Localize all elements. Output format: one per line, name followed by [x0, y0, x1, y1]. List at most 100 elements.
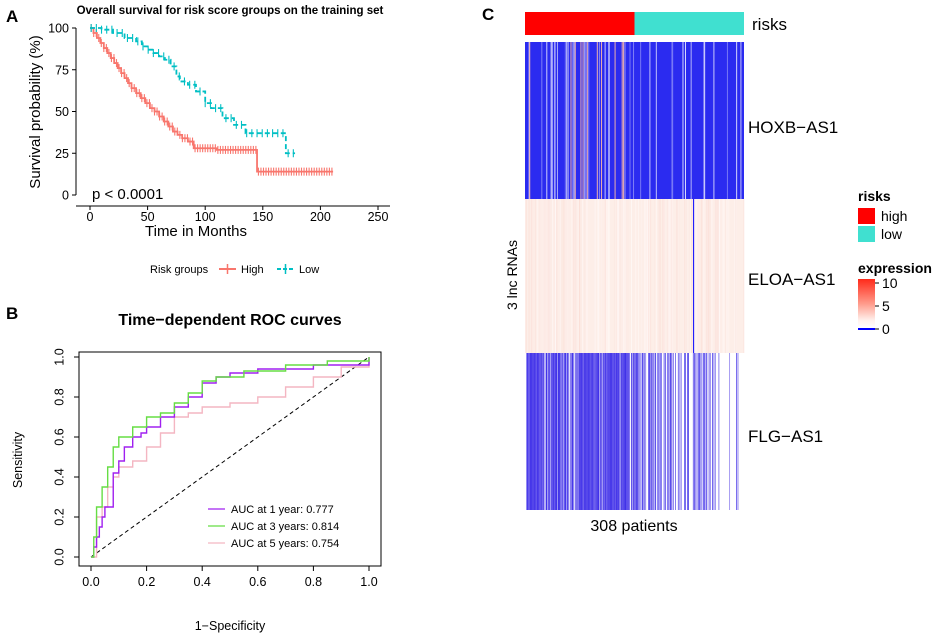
km-x-tick-label-50: 50: [141, 210, 155, 224]
heatmap-cell-flg-as1: [591, 353, 593, 510]
heatmap-cell-flg-as1: [597, 353, 599, 510]
roc-series: [91, 357, 370, 558]
heatmap-cell-hoxb-as1: [614, 42, 616, 199]
roc-legend: AUC at 1 year: 0.777 AUC at 3 years: 0.8…: [208, 504, 339, 550]
heatmap-cell-flg-as1: [671, 353, 673, 510]
heatmap-cell-flg-as1: [694, 353, 696, 510]
heatmap-cell-flg-as1: [697, 353, 699, 510]
heatmap-cell-flg-as1: [531, 353, 533, 510]
heatmap-cell-flg-as1: [623, 353, 625, 510]
heatmap-cell-hoxb-as1: [567, 42, 569, 199]
heatmap-cell-flg-as1: [557, 353, 559, 510]
km-pvalue: p < 0.0001: [92, 186, 163, 203]
heatmap-cell-eloa-as1: [545, 199, 547, 353]
heatmap-cell-flg-as1: [576, 353, 578, 510]
km-title: Overall survival for risk score groups o…: [77, 5, 384, 17]
heatmap-cell-flg-as1: [596, 353, 598, 510]
roc-x-tick-label-0.0: 0.0: [82, 575, 99, 589]
heatmap-cell-eloa-as1: [622, 199, 624, 353]
heatmap-cell-flg-as1: [624, 353, 626, 510]
heatmap-cell-flg-as1: [639, 353, 641, 510]
heatmap-cell-eloa-as1: [585, 199, 587, 353]
heatmap-cell-flg-as1: [545, 353, 547, 510]
heatmap-cell-flg-as1: [564, 353, 566, 510]
heatmap-cell-eloa-as1: [717, 199, 719, 353]
heatmap-cell-flg-as1: [571, 353, 573, 510]
heatmap-cell-flg-as1: [595, 353, 597, 510]
km-legend-title: Risk groups: [150, 264, 209, 276]
heatmap-cell-flg-as1: [692, 353, 694, 510]
heatmap-cell-flg-as1: [546, 353, 548, 510]
roc-reference-diagonal: [90, 356, 370, 558]
km-y-tick-label-50: 50: [55, 105, 69, 119]
heatmap-cell-eloa-as1: [716, 199, 718, 353]
heatmap-cell-hoxb-as1: [629, 42, 631, 199]
risk-bar-low: [634, 12, 744, 35]
heatmap-cell-eloa-as1: [606, 199, 608, 353]
heatmap-cell-flg-as1: [684, 353, 686, 510]
heatmap-cell-flg-as1: [534, 353, 536, 510]
km-legend-high-label: High: [241, 264, 264, 276]
heatmap-cell-eloa-as1: [685, 199, 687, 353]
heatmap-cell-flg-as1: [667, 353, 669, 510]
heatmap-cell-flg-as1: [534, 353, 536, 510]
heatmap-cell-eloa-as1: [687, 199, 689, 353]
heatmap-cell-flg-as1: [615, 353, 617, 510]
panel-c-label: C: [482, 5, 494, 24]
heatmap-cell-flg-as1: [584, 353, 586, 510]
expression-legend-title: expression: [858, 260, 932, 276]
km-x-tick-label-100: 100: [195, 210, 216, 224]
heatmap-cell-hoxb-as1: [586, 42, 588, 199]
km-axes: [75, 28, 390, 207]
heatmap-cell-flg-as1: [529, 353, 531, 510]
heatmap-cell-eloa-as1: [577, 199, 579, 353]
heatmap-cell-flg-as1: [652, 353, 654, 510]
heatmap-y-label: 3 lnc RNAs: [504, 240, 520, 310]
heatmap-cell-flg-as1: [650, 353, 652, 510]
roc-x-tick-label-0.6: 0.6: [249, 575, 266, 589]
heatmap-cell-hoxb-as1: [580, 42, 582, 199]
roc-plot-frame: [78, 351, 382, 567]
heatmap-cell-flg-as1: [679, 353, 681, 510]
km-curve-low: [90, 27, 296, 155]
heatmap-cell-flg-as1: [559, 353, 561, 510]
heatmap-cell-eloa-as1: [594, 199, 596, 353]
heatmap-cell-flg-as1: [556, 353, 558, 510]
heatmap-cell-flg-as1: [608, 353, 610, 510]
heatmap-cell-flg-as1: [584, 353, 585, 510]
heatmap-cell-eloa-as1: [672, 199, 674, 353]
heatmap-cell-flg-as1: [537, 353, 539, 510]
heatmap-cell-flg-as1: [657, 353, 659, 510]
heatmap-cell-eloa-as1: [567, 199, 569, 353]
heatmap-cell-flg-as1: [530, 353, 532, 510]
heatmap-cell-eloa-as1: [669, 199, 671, 353]
heatmap-cell-eloa-as1: [677, 199, 679, 353]
heatmap-cell-eloa-as1: [561, 199, 563, 353]
heatmap-body: [525, 42, 745, 510]
heatmap-cell-eloa-as1: [647, 199, 649, 353]
heatmap-cell-eloa-as1: [703, 199, 705, 353]
roc-x-tick-label-0.2: 0.2: [138, 575, 155, 589]
km-y-tick-label-100: 100: [48, 22, 69, 36]
risk-annotation-label: risks: [752, 15, 787, 34]
heatmap-cell-eloa-as1: [648, 199, 649, 353]
heatmap-cell-flg-as1: [623, 353, 625, 510]
heatmap-cell-eloa-as1: [584, 199, 586, 353]
expression-legend-label-10: 10: [882, 275, 898, 291]
heatmap-cell-eloa-as1: [540, 199, 542, 353]
heatmap-cell-flg-as1: [622, 353, 624, 510]
heatmap-cell-hoxb-as1: [584, 42, 585, 199]
heatmap-cell-eloa-as1: [604, 199, 606, 353]
heatmap-cell-hoxb-as1: [726, 42, 728, 199]
heatmap-cell-flg-as1: [634, 353, 636, 510]
risks-legend-low-swatch: [858, 226, 875, 242]
heatmap-cell-flg-as1: [588, 353, 590, 510]
heatmap-cell-flg-as1: [632, 353, 634, 510]
heatmap-cell-flg-as1: [637, 353, 639, 510]
heatmap-cell-flg-as1: [620, 353, 622, 510]
heatmap-cell-flg-as1: [561, 353, 563, 510]
heatmap-cell-flg-as1: [712, 353, 713, 510]
heatmap-cell-eloa-as1: [627, 199, 629, 353]
heatmap-cell-eloa-as1: [734, 199, 736, 353]
roc-y-ticks: 0.0 0.2 0.4 0.6 0.8 1.0: [52, 348, 79, 566]
